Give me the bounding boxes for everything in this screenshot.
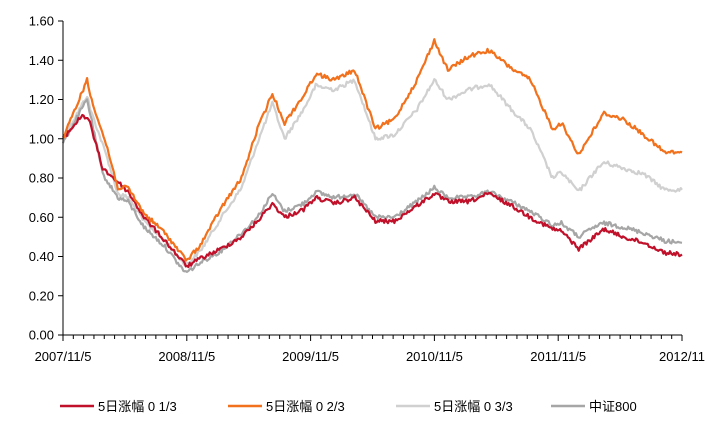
- legend-item-3: 5日涨幅 0 3/3: [396, 399, 513, 414]
- y-tick-label: 0.20: [29, 288, 54, 303]
- axis-layer: 0.00 0.20 0.40 0.60 0.80 1.00 1.20 1.40 1.60 2007…: [29, 14, 705, 365]
- x-tick-label: 2011/11/5: [530, 349, 586, 364]
- legend-label: 5日涨幅 0 1/3: [98, 399, 177, 414]
- y-tick-label: 1.20: [29, 92, 54, 107]
- legend-label: 5日涨幅 0 2/3: [266, 399, 345, 414]
- y-tick-label: 1.00: [29, 131, 54, 146]
- series-line-2: [62, 38, 683, 262]
- y-tick-label: 0.60: [29, 210, 54, 225]
- x-tick-label: 2009/11/5: [282, 349, 339, 364]
- x-tick-label: 2010/11/5: [406, 349, 463, 364]
- y-tick-label: 0.40: [29, 249, 54, 264]
- legend-item-2: 5日涨幅 0 2/3: [228, 399, 345, 414]
- legend-item-4: 中证800: [551, 399, 637, 414]
- y-tick-label: 1.40: [29, 53, 54, 68]
- series-line-1: [62, 113, 683, 269]
- legend-label: 中证800: [589, 399, 637, 414]
- y-tick-label: 0.80: [29, 171, 54, 186]
- series-layer: [61, 38, 683, 273]
- x-tick-label: 2012/11: [659, 349, 705, 364]
- x-tick-label: 2008/11/5: [158, 349, 215, 364]
- legend-label: 5日涨幅 0 3/3: [434, 399, 513, 414]
- y-tick-label: 1.60: [29, 14, 54, 29]
- y-tick-label: 0.00: [29, 328, 54, 343]
- series-line-4: [61, 98, 683, 273]
- legend: 5日涨幅 0 1/3 5日涨幅 0 2/3 5日涨幅 0 3/3 中证800: [60, 399, 637, 414]
- x-tick-label: 2007/11/5: [35, 349, 92, 364]
- legend-item-1: 5日涨幅 0 1/3: [60, 399, 177, 414]
